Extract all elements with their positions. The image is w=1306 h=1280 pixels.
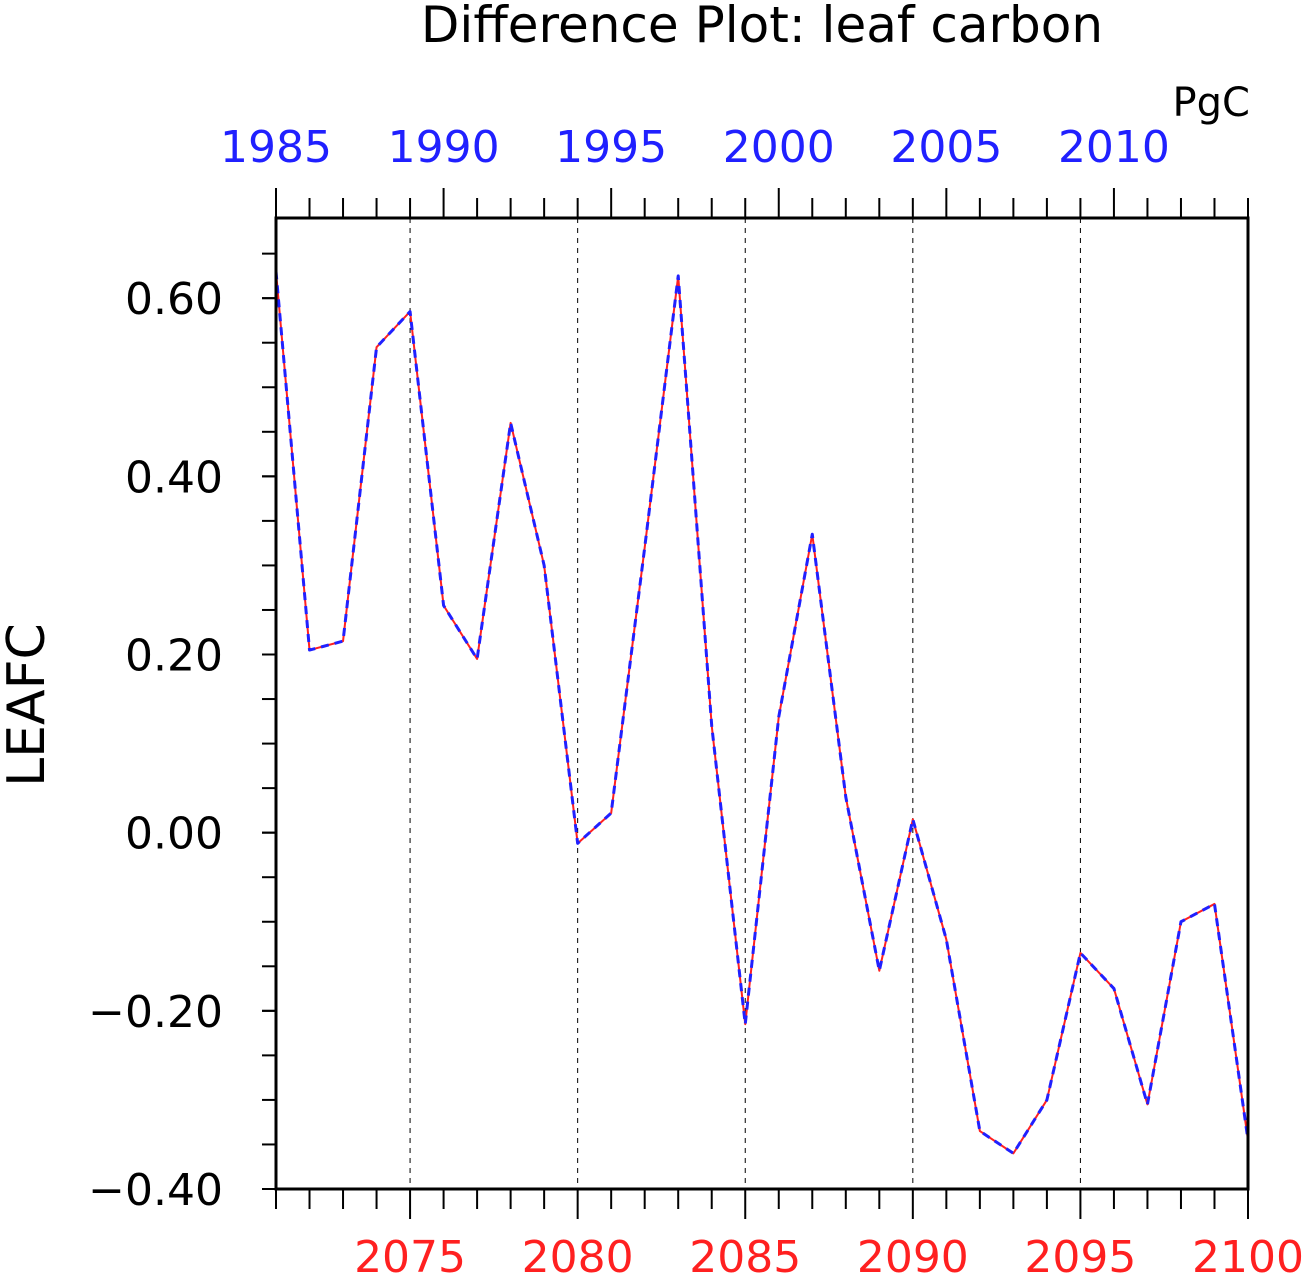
top-tick-label: 2000: [723, 122, 835, 173]
series-line-red-solid: [275, 271, 1249, 1155]
bottom-tick-label: 2080: [522, 1232, 634, 1280]
top-tick-label: 1995: [555, 122, 667, 173]
plot-frame: [274, 216, 1250, 1191]
tick-labels: 2075 2080 2085 2090 2095 2100 1985 1990 1995 2000…: [88, 122, 1304, 1280]
y-tick-label: −0.20: [88, 987, 223, 1038]
y-tick-label: 0.60: [125, 274, 223, 325]
series-lines: [274, 271, 1250, 1155]
y-tick-label: −0.40: [88, 1165, 223, 1216]
top-tick-label: 2005: [890, 122, 1002, 173]
bottom-tick-label: 2085: [689, 1232, 801, 1280]
y-tick-label: 0.20: [125, 631, 223, 682]
grid-lines: [409, 218, 1081, 1189]
series-line-blue-dashed: [274, 271, 1250, 1155]
top-tick-label: 1990: [388, 122, 500, 173]
y-tick-label: 0.00: [125, 809, 223, 860]
bottom-tick-label: 2095: [1024, 1232, 1136, 1280]
tick-marks: [262, 188, 1249, 1219]
bottom-tick-label: 2075: [354, 1232, 466, 1280]
bottom-tick-label: 2090: [857, 1232, 969, 1280]
top-tick-label: 1985: [220, 122, 332, 173]
chart-title: Difference Plot: leaf carbon: [421, 0, 1103, 54]
y-tick-label: 0.40: [125, 452, 223, 503]
y-axis-label: LEAFC: [0, 623, 57, 787]
top-tick-label: 2010: [1058, 122, 1170, 173]
bottom-tick-label: 2100: [1192, 1232, 1304, 1280]
units-label: PgC: [1173, 80, 1250, 126]
